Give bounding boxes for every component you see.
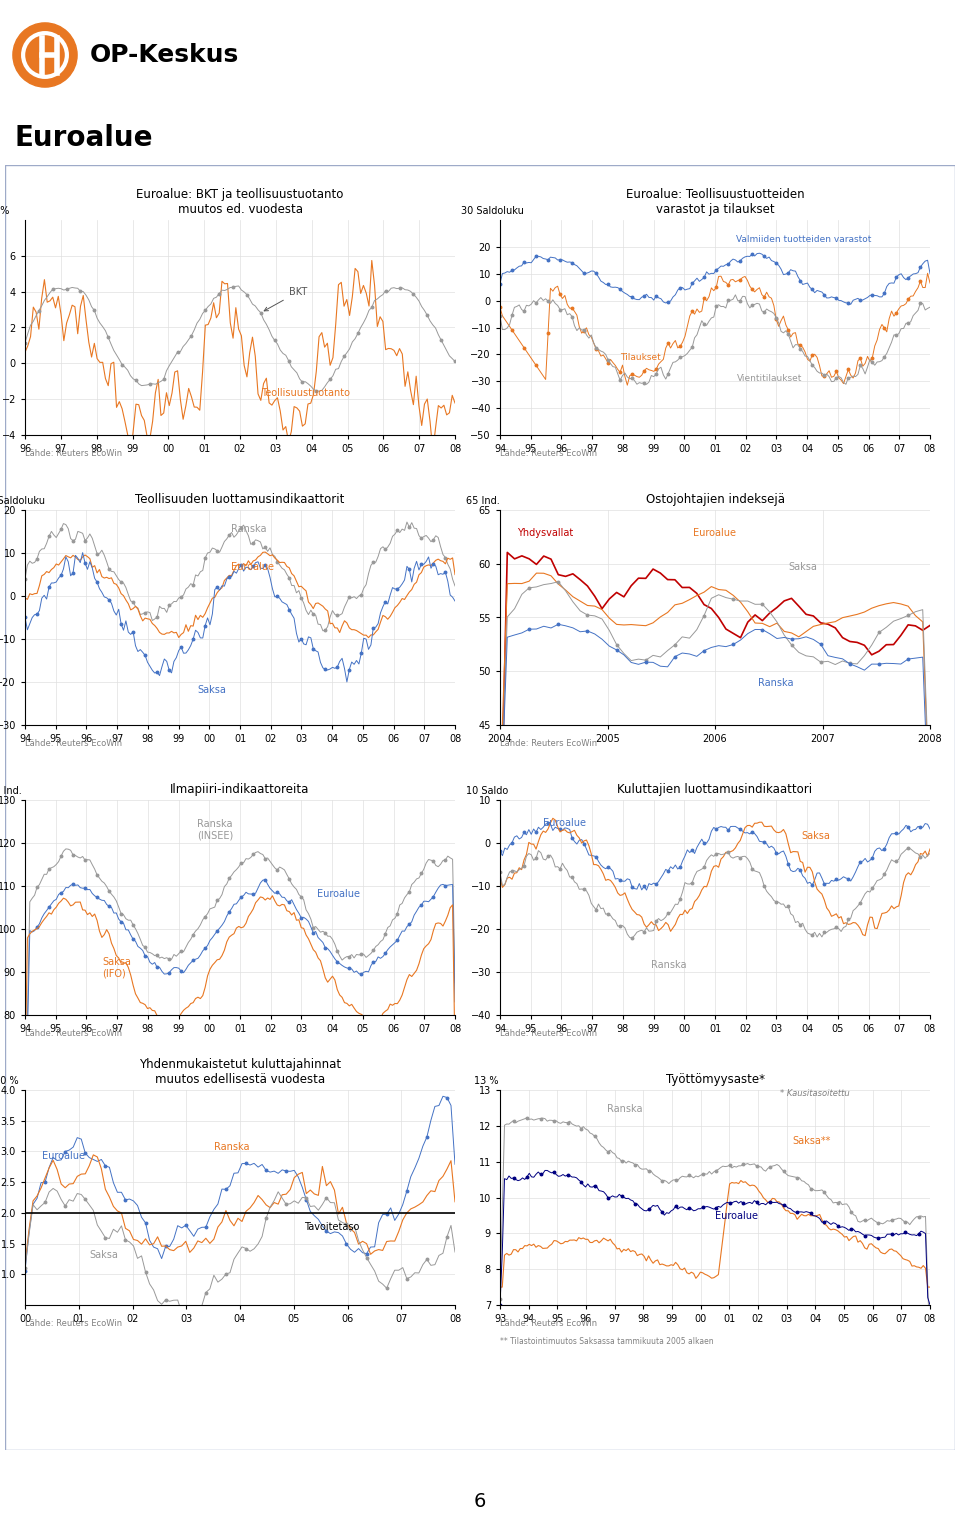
Title: Ostojohtajien indeksejä: Ostojohtajien indeksejä (645, 493, 784, 507)
Text: Ranska: Ranska (608, 1104, 643, 1113)
Text: OP-Keskus: OP-Keskus (90, 43, 239, 68)
Title: Euroalue: Teollisuustuotteiden
varastot ja tilaukset: Euroalue: Teollisuustuotteiden varastot … (626, 188, 804, 216)
Text: Euroalue: Euroalue (14, 123, 153, 151)
Text: Vientitilaukset: Vientitilaukset (736, 374, 802, 383)
Text: 10 Saldo: 10 Saldo (466, 785, 508, 796)
Text: Euroalue: Euroalue (693, 528, 736, 537)
Text: 8 %: 8 % (0, 206, 9, 216)
Text: Yhdysvallat: Yhdysvallat (517, 528, 573, 537)
Circle shape (12, 23, 77, 88)
Text: Saksa: Saksa (197, 685, 226, 695)
Title: Ilmapiiri-indikaattoreita: Ilmapiiri-indikaattoreita (170, 782, 310, 796)
Text: Tilaukset: Tilaukset (620, 353, 661, 362)
Text: Euroalue: Euroalue (715, 1210, 758, 1221)
Text: 65 Ind.: 65 Ind. (466, 496, 499, 505)
Title: Euroalue: BKT ja teollisuustuotanto
muutos ed. vuodesta: Euroalue: BKT ja teollisuustuotanto muut… (136, 188, 344, 216)
Text: Lähde: Reuters EcoWin: Lähde: Reuters EcoWin (25, 1320, 122, 1329)
Title: Yhdenmukaistetut kuluttajahinnat
muutos edellisestä vuodesta: Yhdenmukaistetut kuluttajahinnat muutos … (139, 1058, 341, 1086)
Text: BKT: BKT (264, 288, 307, 311)
Text: 13 %: 13 % (474, 1076, 498, 1086)
Text: Lähde: Reuters EcoWin: Lähde: Reuters EcoWin (500, 739, 597, 748)
Text: Teollisuustuotanto: Teollisuustuotanto (261, 388, 350, 399)
Text: * Kausitasoitettu: * Kausitasoitettu (780, 1089, 850, 1098)
Text: Ranska
(INSEE): Ranska (INSEE) (197, 819, 233, 841)
Text: Ranska: Ranska (231, 524, 267, 533)
Text: Ranska: Ranska (758, 678, 794, 688)
Title: Työttömyysaste*: Työttömyysaste* (665, 1073, 764, 1086)
Text: Lähde: Reuters EcoWin: Lähde: Reuters EcoWin (25, 739, 122, 748)
Text: Lähde: Reuters EcoWin: Lähde: Reuters EcoWin (25, 1030, 122, 1038)
Text: Saksa: Saksa (801, 830, 829, 841)
Text: Lähde: Reuters EcoWin: Lähde: Reuters EcoWin (500, 450, 597, 459)
Text: 20 Saldoluku: 20 Saldoluku (0, 496, 45, 505)
Text: Lähde: Reuters EcoWin: Lähde: Reuters EcoWin (25, 450, 122, 459)
Text: Euroalue: Euroalue (543, 818, 586, 829)
Text: Ranska: Ranska (214, 1143, 250, 1152)
Text: Euroalue: Euroalue (318, 889, 360, 899)
Title: Kuluttajien luottamusindikaattori: Kuluttajien luottamusindikaattori (617, 782, 812, 796)
Text: 6: 6 (474, 1492, 486, 1511)
Text: Euroalue: Euroalue (231, 562, 275, 573)
Text: Valmiiden tuotteiden varastot: Valmiiden tuotteiden varastot (736, 234, 872, 243)
Text: Saksa: Saksa (788, 562, 817, 573)
Text: Tavoitetaso: Tavoitetaso (304, 1221, 360, 1232)
Text: 30 Saldoluku: 30 Saldoluku (462, 206, 524, 216)
Title: Teollisuuden luottamusindikaattorit: Teollisuuden luottamusindikaattorit (135, 493, 345, 507)
Text: Saksa
(IFO): Saksa (IFO) (103, 956, 132, 978)
Text: Saksa: Saksa (89, 1249, 118, 1260)
Text: Lähde: Reuters EcoWin: Lähde: Reuters EcoWin (500, 1320, 597, 1329)
Text: ** Tilastointimuutos Saksassa tammikuuta 2005 alkaen: ** Tilastointimuutos Saksassa tammikuuta… (500, 1337, 713, 1346)
Text: Lähde: Reuters EcoWin: Lähde: Reuters EcoWin (500, 1030, 597, 1038)
Text: Saksa**: Saksa** (792, 1137, 830, 1146)
Text: 130 Ind.: 130 Ind. (0, 785, 22, 796)
Text: Ranska: Ranska (651, 959, 686, 970)
Text: Euroalue: Euroalue (42, 1150, 85, 1161)
Text: 4,0 %: 4,0 % (0, 1076, 18, 1086)
